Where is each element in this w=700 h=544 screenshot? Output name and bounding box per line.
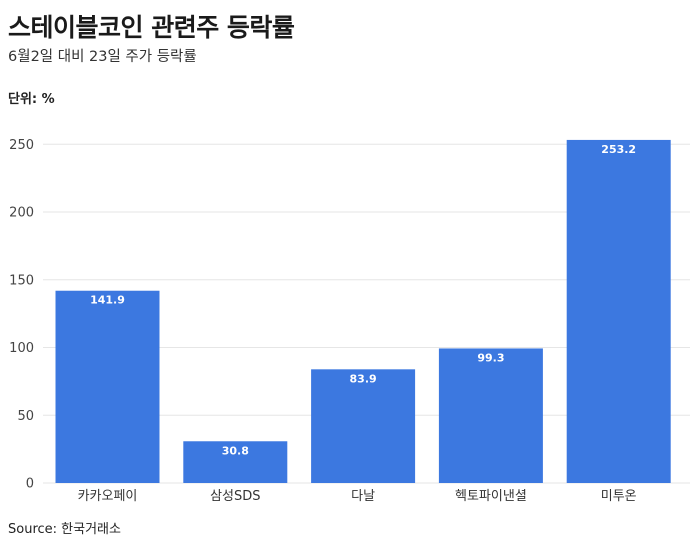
bar-value-label: 83.9 xyxy=(350,372,377,385)
bar xyxy=(183,441,288,483)
chart-title: 스테이블코인 관련주 등락률 xyxy=(8,13,295,42)
value-labels: 141.9 30.8 83.9 99.3 253.2 xyxy=(90,143,636,457)
bar xyxy=(566,139,671,484)
bar-value-label: 141.9 xyxy=(90,294,125,307)
y-tick-label: 0 xyxy=(26,477,34,492)
x-category-label: 헥토파이낸셜 xyxy=(455,489,527,504)
y-tick-label: 100 xyxy=(9,341,34,356)
x-axis-categories: 카카오페이 삼성SDS 다날 헥토파이낸셜 미투온 xyxy=(78,489,637,504)
chart-subtitle: 6월2일 대비 23일 주가 등락률 xyxy=(8,49,197,65)
bars xyxy=(55,139,671,484)
bar xyxy=(438,348,543,483)
y-axis-ticks: 0 50 100 150 200 250 xyxy=(9,138,34,492)
y-tick-label: 150 xyxy=(9,273,34,288)
x-category-label: 다날 xyxy=(351,489,375,504)
x-category-label: 카카오페이 xyxy=(78,489,138,504)
y-tick-label: 200 xyxy=(9,206,34,221)
source-note: Source: 한국거래소 xyxy=(8,522,121,537)
bar xyxy=(311,369,416,483)
y-tick-label: 250 xyxy=(9,138,34,153)
bar-value-label: 253.2 xyxy=(601,143,636,156)
bar-value-label: 30.8 xyxy=(222,444,249,457)
x-category-label: 미투온 xyxy=(601,489,637,504)
x-category-label: 삼성SDS xyxy=(210,489,260,504)
unit-label: 단위: % xyxy=(8,92,55,107)
bar-value-label: 99.3 xyxy=(477,351,504,364)
y-tick-label: 50 xyxy=(17,409,34,424)
bar xyxy=(55,290,160,483)
